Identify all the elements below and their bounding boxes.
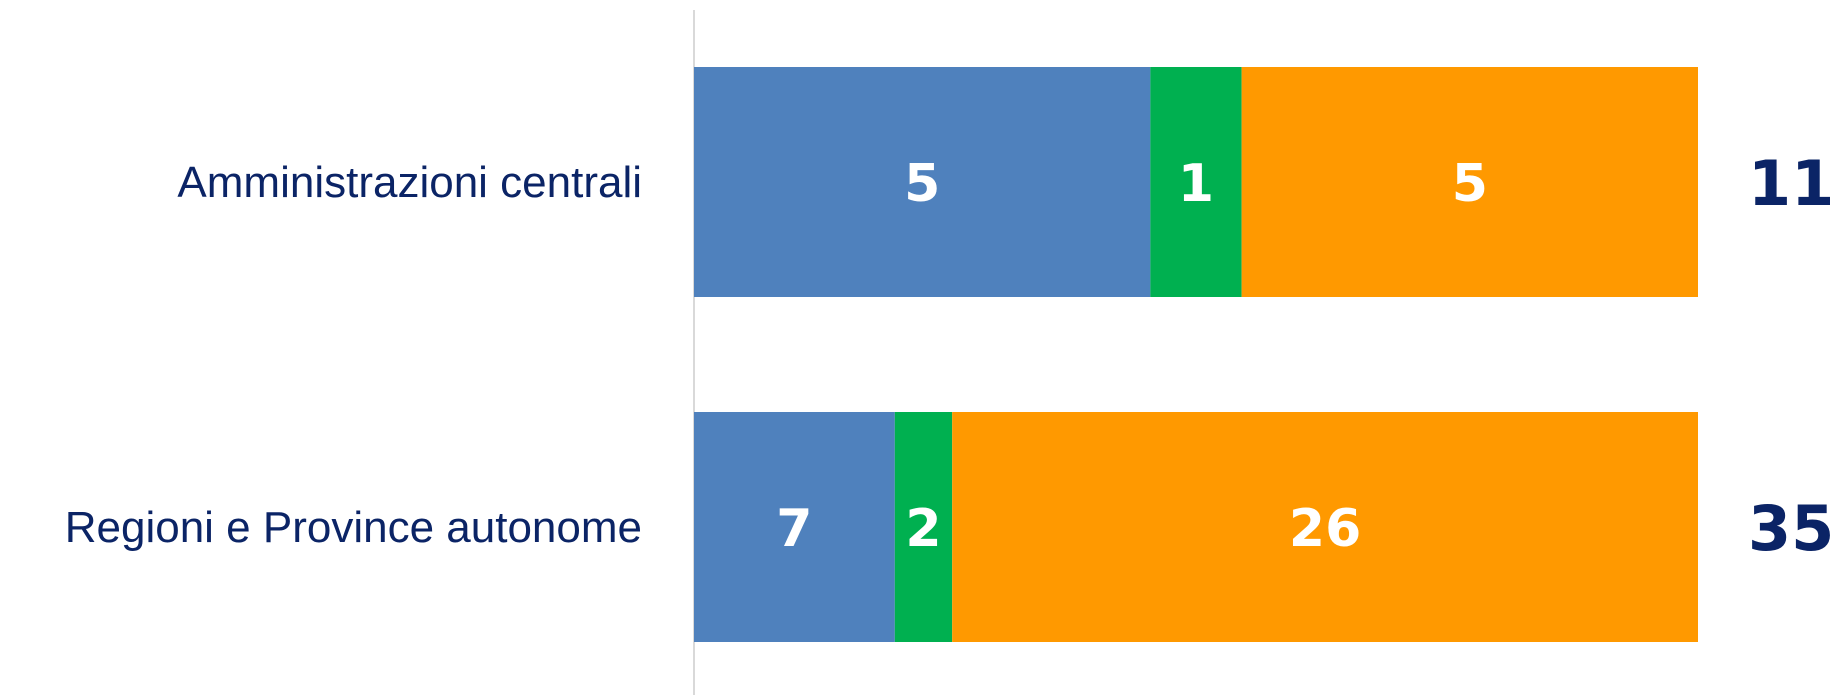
category-label: Amministrazioni centrali: [177, 158, 642, 207]
total-value-label: 35: [1748, 492, 1833, 565]
bar-segment: [952, 412, 1698, 642]
segment-value-label: 7: [776, 499, 812, 559]
segment-value-label: 1: [1178, 154, 1214, 214]
bar-segment: [1241, 67, 1698, 297]
segment-value-label: 5: [1452, 154, 1488, 214]
bar-segment: [894, 412, 953, 642]
bars-group: Amministrazioni centrali 5 1 5 11 Regioni e P…: [65, 67, 1833, 642]
bar-segment: [1150, 67, 1242, 297]
bar-segment: [694, 67, 1151, 297]
total-value-label: 11: [1748, 147, 1833, 220]
bar-segment: [694, 412, 895, 642]
segment-value-label: 26: [1289, 499, 1361, 559]
segment-value-label: 2: [905, 499, 941, 559]
category-label: Regioni e Province autonome: [65, 503, 642, 552]
segment-value-label: 5: [904, 154, 940, 214]
